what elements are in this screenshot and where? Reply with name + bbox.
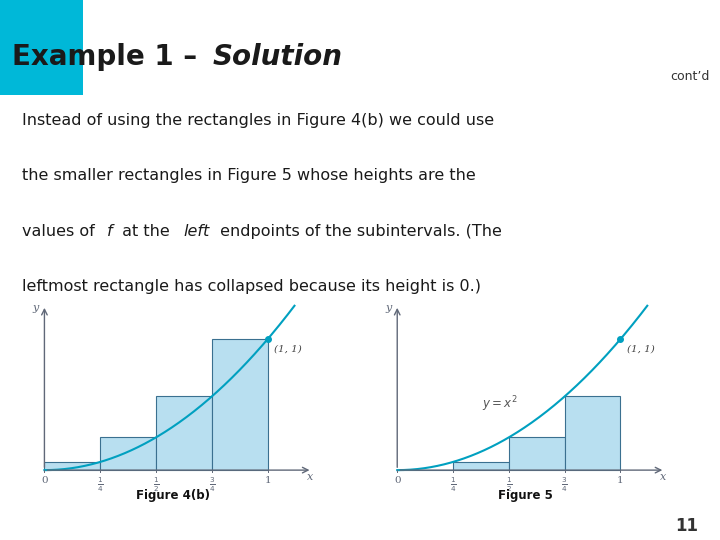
Text: at the: at the (117, 224, 175, 239)
Bar (564, 396, 621, 470)
Bar (100, 437, 156, 470)
Text: Example 1 –: Example 1 – (12, 43, 206, 71)
Text: cont’d: cont’d (670, 70, 709, 83)
Text: (1, 1): (1, 1) (627, 345, 655, 353)
Text: $y = x^2$: $y = x^2$ (482, 395, 518, 414)
Text: (1, 1): (1, 1) (274, 345, 302, 353)
Text: $\frac{1}{2}$: $\frac{1}{2}$ (153, 476, 159, 495)
Text: $\frac{3}{4}$: $\frac{3}{4}$ (209, 476, 215, 495)
Text: 11: 11 (675, 517, 698, 535)
Text: Figure 4(b): Figure 4(b) (136, 489, 210, 502)
Bar (0, 0, 83, 94)
Text: 0: 0 (41, 476, 48, 485)
Bar (212, 339, 268, 470)
Text: $\frac{3}{4}$: $\frac{3}{4}$ (562, 476, 568, 495)
Text: left: left (184, 224, 210, 239)
Text: y: y (385, 302, 392, 313)
Bar (453, 462, 509, 470)
Text: x: x (307, 472, 313, 482)
Text: $\frac{1}{2}$: $\frac{1}{2}$ (505, 476, 512, 495)
Text: x: x (660, 472, 666, 482)
Text: Instead of using the rectangles in Figure 4(b) we could use: Instead of using the rectangles in Figur… (22, 113, 494, 128)
Text: Solution: Solution (212, 43, 343, 71)
Text: endpoints of the subintervals. (The: endpoints of the subintervals. (The (215, 224, 501, 239)
Text: values of: values of (22, 224, 99, 239)
Bar (156, 396, 212, 470)
Bar (45, 462, 100, 470)
Text: Figure 5: Figure 5 (498, 489, 553, 502)
Text: 1: 1 (617, 476, 624, 485)
Text: $\frac{1}{4}$: $\frac{1}{4}$ (450, 476, 456, 495)
Text: leftmost rectangle has collapsed because its height is 0.): leftmost rectangle has collapsed because… (22, 279, 481, 294)
Text: f: f (107, 224, 112, 239)
Text: the smaller rectangles in Figure 5 whose heights are the: the smaller rectangles in Figure 5 whose… (22, 168, 475, 183)
Text: $\frac{1}{4}$: $\frac{1}{4}$ (97, 476, 104, 495)
Text: 0: 0 (394, 476, 400, 485)
Text: y: y (32, 302, 39, 313)
Text: 1: 1 (264, 476, 271, 485)
Bar (509, 437, 564, 470)
